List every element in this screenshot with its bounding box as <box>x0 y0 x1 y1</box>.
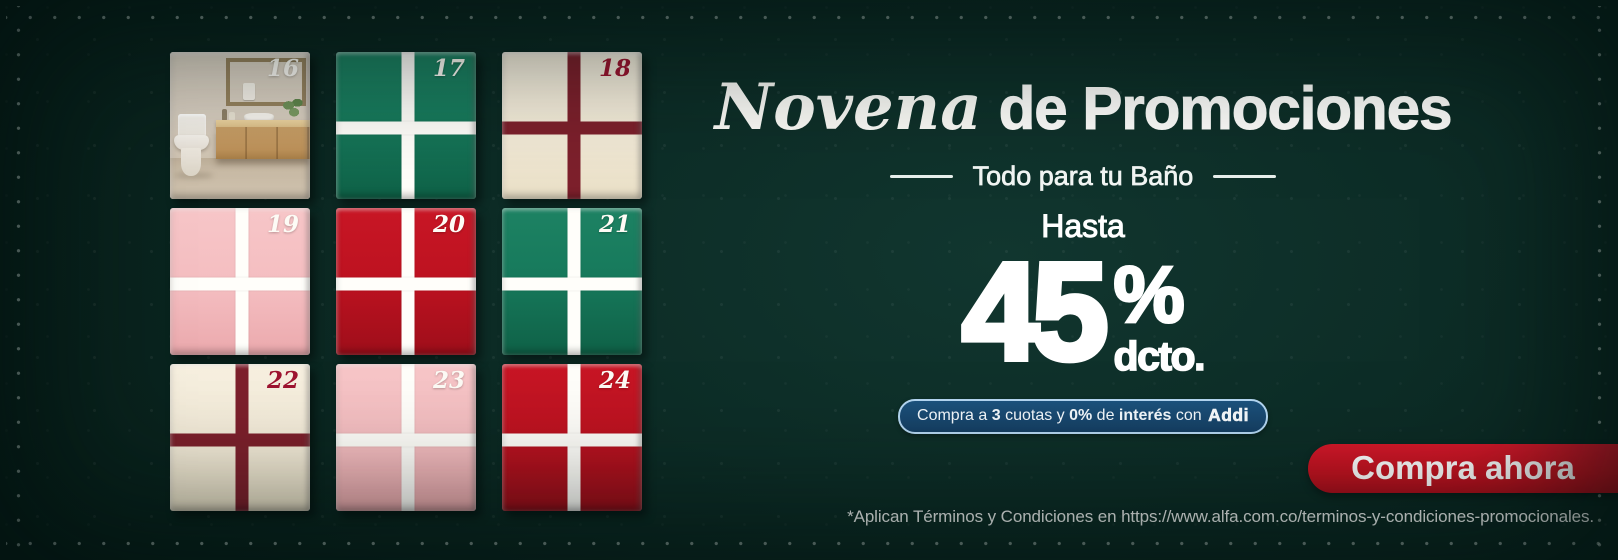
box-number: 24 <box>598 367 631 394</box>
bathroom-counter <box>216 120 310 127</box>
ribbon-horizontal <box>502 433 642 447</box>
page-title: Novena de Promociones <box>715 76 1453 140</box>
ribbon-horizontal <box>336 121 476 135</box>
ribbon-horizontal <box>502 277 642 291</box>
dotted-border-top <box>6 15 1612 20</box>
title-script-word: Novena <box>714 70 982 145</box>
ribbon-horizontal <box>336 277 476 291</box>
pill-segment: con <box>1171 406 1207 424</box>
hasta-label: Hasta <box>1041 208 1126 244</box>
box-number: 19 <box>266 211 299 238</box>
terms-and-conditions-text: *Aplican Términos y Condiciones en https… <box>847 507 1594 526</box>
calendar-box-24[interactable]: 24 <box>502 364 642 511</box>
bathroom-bottle <box>221 108 227 122</box>
calendar-box-18[interactable]: 18 <box>502 52 642 199</box>
bathroom-mirror <box>226 57 306 107</box>
discount-figure: 45 % dcto. <box>723 235 1443 389</box>
box-number: 23 <box>432 367 465 394</box>
compra-ahora-button[interactable]: Compra ahora <box>1308 444 1618 493</box>
bathroom-photo <box>170 52 310 199</box>
calendar-box-17[interactable]: 17 <box>336 52 476 199</box>
box-number: 16 <box>266 55 299 82</box>
box-number: 22 <box>266 367 299 394</box>
calendar-box-21[interactable]: 21 <box>502 208 642 355</box>
calendar-box-22[interactable]: 22 <box>170 364 310 511</box>
pill-segment-bold: interés <box>1118 406 1172 424</box>
subtitle-dash-right <box>1213 175 1277 178</box>
toilet-tank <box>178 113 207 138</box>
box-number: 17 <box>432 55 465 82</box>
box-number: 21 <box>598 211 631 238</box>
dcto-label: dcto. <box>1113 332 1207 379</box>
ribbon-horizontal <box>336 433 476 447</box>
subtitle: Todo para tu Baño <box>723 161 1443 191</box>
percent-sign: % <box>1112 250 1186 340</box>
subtitle-text: Todo para tu Baño <box>972 161 1194 191</box>
discount-value: 45 <box>959 235 1111 389</box>
ribbon-horizontal <box>502 121 642 135</box>
calendar-box-16[interactable]: 16 <box>170 52 310 199</box>
toilet-seat <box>173 135 209 150</box>
pill-segment-bold: 3 <box>991 406 1001 424</box>
addi-financing-badge: Compra a 3 cuotas y 0% de interés con Ad… <box>898 399 1268 434</box>
bathroom-sink <box>244 113 274 122</box>
addi-pill-row: Compra a 3 cuotas y 0% de interés con Ad… <box>723 399 1443 434</box>
calendar-box-19[interactable]: 19 <box>170 208 310 355</box>
dotted-border-bottom <box>6 541 1612 546</box>
calendar-box-23[interactable]: 23 <box>336 364 476 511</box>
box-number: 18 <box>598 55 631 82</box>
toilet-base <box>181 148 202 177</box>
discount-suffix: % dcto. <box>1112 250 1207 379</box>
addi-logo: Addi <box>1208 405 1249 426</box>
bathroom-bottle <box>228 112 236 122</box>
bathroom-plant <box>282 96 305 123</box>
subtitle-dash-left <box>889 175 953 178</box>
bathroom-cabinet <box>216 126 310 159</box>
ribbon-horizontal <box>170 277 310 291</box>
title-rest: de Promociones <box>998 75 1453 142</box>
advent-calendar-grid: 16 17 18 19 20 <box>170 52 642 511</box>
pill-segment: de <box>1092 406 1119 424</box>
pill-segment: cuotas y <box>1000 406 1070 424</box>
bathroom-towel <box>242 82 256 101</box>
pill-segment-bold: 0% <box>1069 406 1093 424</box>
pill-segment: Compra a <box>917 406 992 424</box>
dotted-border-left <box>16 6 21 554</box>
calendar-box-20[interactable]: 20 <box>336 208 476 355</box>
box-number: 20 <box>432 211 465 238</box>
ribbon-horizontal <box>170 433 310 447</box>
